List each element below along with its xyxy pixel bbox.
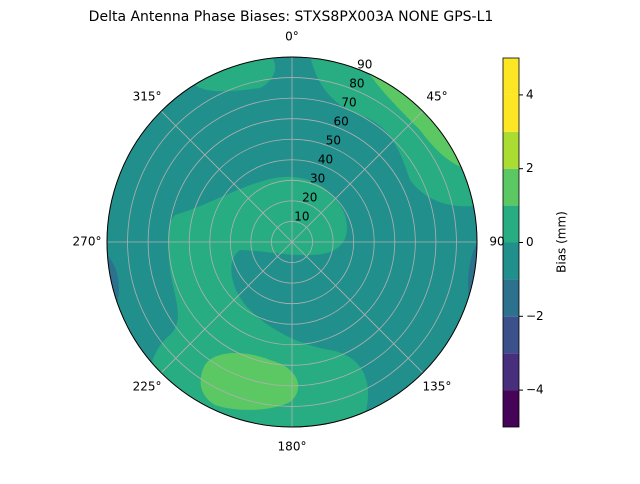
grid-spoke [291, 241, 424, 374]
polar-frame [106, 56, 478, 428]
r-tick-label: 70 [341, 96, 356, 110]
colorbar-tick-label: 4 [526, 87, 534, 101]
chart-title: Delta Antenna Phase Biases: STXS8PX003A … [89, 9, 494, 25]
r-tick-label: 10 [294, 210, 309, 224]
colorbar-tick-label: 0 [526, 235, 534, 249]
colorbar-band [503, 168, 519, 206]
grid-spoke [160, 110, 293, 243]
colorbar-band [503, 390, 519, 427]
grid-spoke [291, 110, 424, 243]
colorbar-band [503, 131, 519, 169]
colorbar-tick-label: −4 [526, 383, 544, 397]
colorbar-tick-label: −2 [526, 309, 544, 323]
contour-field [107, 57, 477, 427]
colorbar-band [503, 58, 519, 95]
colorbar-label: Bias (mm) [555, 211, 569, 273]
r-tick-label: 40 [318, 153, 333, 167]
r-tick-label: 30 [310, 172, 325, 186]
theta-tick-label: 45° [426, 90, 447, 104]
theta-tick-label: 90 [489, 235, 504, 249]
colorbar-band [503, 94, 519, 132]
grid-spoke [160, 241, 293, 374]
r-tick-label: 90 [357, 58, 372, 72]
colorbar-band [503, 242, 519, 280]
theta-tick-label: 0° [285, 30, 299, 44]
theta-tick-label: 225° [133, 379, 162, 393]
colorbar-tick-label: 2 [526, 161, 534, 175]
theta-tick-label: 315° [133, 90, 162, 104]
r-tick-label: 60 [334, 115, 349, 129]
contour-region [200, 353, 299, 410]
colorbar-band [503, 353, 519, 391]
r-tick-label: 80 [349, 77, 364, 91]
theta-tick-label: 135° [423, 379, 452, 393]
theta-tick-label: 270° [73, 235, 102, 249]
colorbar-band [503, 279, 519, 317]
r-tick-label: 20 [302, 191, 317, 205]
contour-region [190, 57, 276, 92]
colorbar-band [503, 316, 519, 354]
colorbar-band [503, 205, 519, 243]
r-tick-label: 50 [326, 134, 341, 148]
theta-tick-label: 180° [278, 440, 307, 454]
